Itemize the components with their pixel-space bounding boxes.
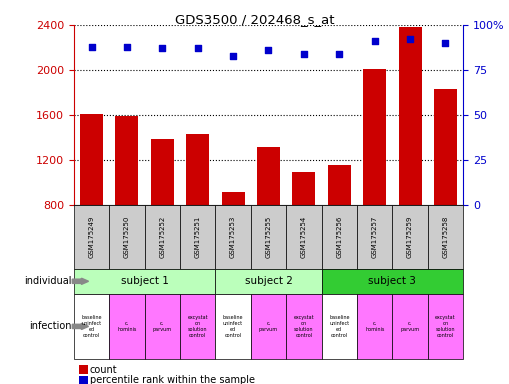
Text: baseline
uninfect
ed
control: baseline uninfect ed control [223,315,243,338]
Point [441,40,449,46]
Bar [151,139,174,205]
Text: count: count [90,364,117,375]
Text: baseline
uninfect
ed
control: baseline uninfect ed control [329,315,350,338]
Point [264,47,272,53]
Text: GSM175256: GSM175256 [336,216,342,258]
Text: excystat
on
solution
control: excystat on solution control [294,315,314,338]
Bar [186,134,209,205]
Bar [116,116,138,205]
Point [193,45,202,51]
Text: GSM175259: GSM175259 [407,216,413,258]
Text: infection: infection [29,321,71,331]
Point [300,51,308,57]
Point [88,43,96,50]
Point [158,45,166,51]
Text: excystat
on
solution
control: excystat on solution control [435,315,456,338]
Bar [363,69,386,205]
Point [335,51,344,57]
Text: GSM175251: GSM175251 [195,216,201,258]
Text: c.
parvum: c. parvum [401,321,419,332]
Text: excystat
on
solution
control: excystat on solution control [187,315,208,338]
Point [229,53,237,59]
Text: GSM175254: GSM175254 [301,216,307,258]
Text: GSM175250: GSM175250 [124,216,130,258]
Text: subject 2: subject 2 [244,276,293,286]
Text: percentile rank within the sample: percentile rank within the sample [90,375,254,384]
Text: c.
parvum: c. parvum [153,321,172,332]
Bar [328,166,351,205]
Text: baseline
uninfect
ed
control: baseline uninfect ed control [81,315,102,338]
Bar [221,192,245,205]
Text: GSM175253: GSM175253 [230,216,236,258]
Text: GSM175255: GSM175255 [266,216,271,258]
Text: subject 3: subject 3 [369,276,416,286]
Bar [80,114,103,205]
Text: c.
parvum: c. parvum [259,321,278,332]
Text: c.
hominis: c. hominis [365,321,384,332]
Text: GSM175257: GSM175257 [372,216,378,258]
Text: GSM175252: GSM175252 [159,216,165,258]
Bar [399,27,421,205]
Point [123,43,131,50]
Text: GSM175249: GSM175249 [89,216,95,258]
Text: subject 1: subject 1 [121,276,168,286]
Bar [257,147,280,205]
Bar [292,172,316,205]
Text: individual: individual [24,276,71,286]
Point [406,36,414,43]
Text: c.
hominis: c. hominis [117,321,136,332]
Text: GSM175258: GSM175258 [442,216,448,258]
Text: GDS3500 / 202468_s_at: GDS3500 / 202468_s_at [175,13,334,26]
Point [371,38,379,44]
Bar [434,89,457,205]
